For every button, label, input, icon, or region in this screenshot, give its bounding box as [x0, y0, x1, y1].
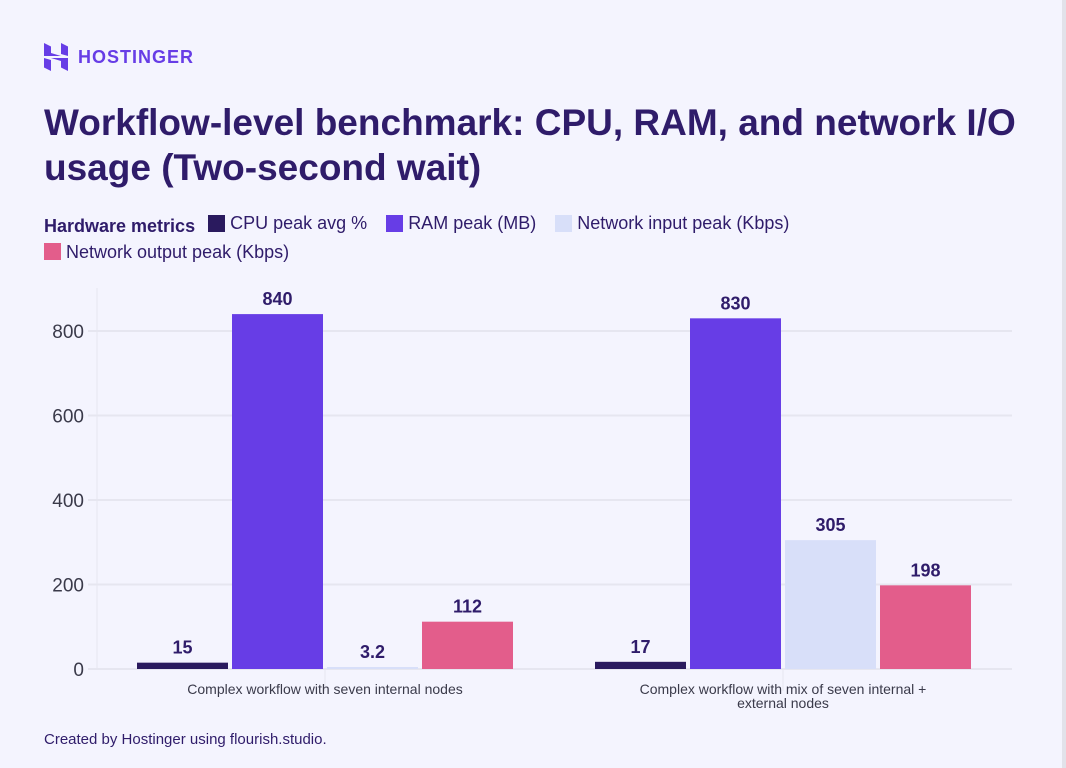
y-tick-label: 800 [52, 322, 84, 343]
data-label: 17 [630, 637, 650, 657]
legend-title: Hardware metrics [44, 215, 196, 236]
data-label: 15 [172, 638, 192, 658]
legend-label: Network input peak (Kbps) [577, 213, 790, 233]
bar-1-0 [232, 314, 323, 669]
legend-swatch [386, 214, 404, 232]
legend-item-network-output[interactable]: Network output peak (Kbps) [44, 239, 289, 265]
bar-2-0 [327, 667, 418, 669]
legend-item-cpu[interactable]: CPU peak avg % [208, 210, 367, 236]
x-category-label: Complex workflow with mix of seven inter… [640, 681, 927, 697]
bar-chart: 0 200 400 600 800 15 840 3.2 112 Complex workflow… [52, 288, 1012, 711]
bar-0-1 [595, 661, 686, 669]
y-tick-label: 600 [52, 407, 84, 428]
legend-swatch [208, 214, 226, 232]
legend-swatch [555, 214, 573, 232]
bar-3-1 [880, 585, 971, 669]
chart-title: Workflow-level benchmark: CPU, RAM, and … [44, 102, 1016, 188]
data-label: 112 [453, 597, 482, 617]
hostinger-logo-icon [44, 43, 68, 71]
bar-3-0 [422, 621, 513, 669]
legend: Hardware metrics CPU peak avg % RAM peak… [44, 210, 944, 267]
legend-item-network-input[interactable]: Network input peak (Kbps) [555, 210, 789, 236]
legend-label: RAM peak (MB) [408, 213, 537, 233]
legend-label: CPU peak avg % [230, 213, 368, 233]
y-tick-label: 400 [52, 491, 84, 512]
x-category-label: external nodes [737, 695, 829, 711]
window-edge [1062, 0, 1066, 768]
bar-1-1 [690, 318, 781, 669]
brand-logo: HOSTINGER [44, 43, 194, 71]
legend-label: Network output peak (Kbps) [66, 241, 290, 262]
footer-credit: Created by Hostinger using flourish.stud… [44, 731, 327, 748]
y-tick-label: 200 [52, 576, 84, 597]
legend-item-ram[interactable]: RAM peak (MB) [386, 210, 536, 236]
y-tick-label: 0 [73, 660, 84, 681]
legend-swatch [44, 243, 61, 260]
data-label: 305 [815, 515, 845, 535]
bar-2-1 [785, 540, 876, 669]
brand-name: HOSTINGER [78, 46, 195, 67]
data-label: 3.2 [360, 642, 385, 662]
bar-0-0 [137, 662, 228, 669]
data-label: 198 [910, 560, 940, 580]
data-label: 840 [262, 289, 292, 309]
data-label: 830 [720, 293, 750, 313]
x-category-label: Complex workflow with seven internal nod… [187, 681, 462, 697]
